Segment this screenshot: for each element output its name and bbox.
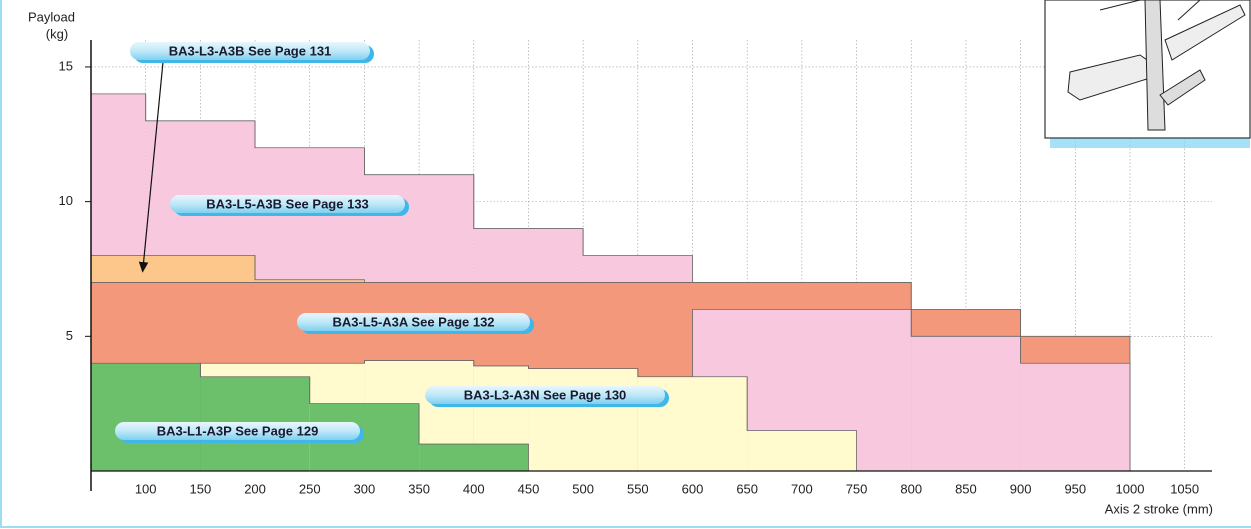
callout-text: BA3-L5-A3B See Page 133 <box>206 196 369 211</box>
x-tick-label: 950 <box>1064 481 1086 496</box>
step-segment <box>419 444 529 471</box>
callout-arrow <box>138 61 164 273</box>
callout-text: BA3-L5-A3A See Page 132 <box>332 314 494 329</box>
callout-box <box>297 313 530 331</box>
step-edge <box>1020 336 1131 471</box>
x-tick-label: 100 <box>135 481 157 496</box>
y-axis-label: Payload <box>28 9 75 24</box>
plot-area: 100 150 200 250 300 350 400 450 500 550 600 650 700 7… <box>59 40 1212 496</box>
x-tick-label: 650 <box>736 481 758 496</box>
x-tick-label: 1000 <box>1116 481 1145 496</box>
product-image <box>1044 0 1251 148</box>
x-tick-label: 600 <box>682 481 704 496</box>
step-edge <box>746 376 857 471</box>
x-tick-label: 700 <box>791 481 813 496</box>
y-tick-label: 5 <box>66 328 73 343</box>
x-tick-label: 400 <box>463 481 485 496</box>
callout-label: BA3-L5-A3A See Page 132 <box>297 313 534 334</box>
callout-box <box>170 195 405 213</box>
callout-box <box>115 422 360 440</box>
step-segment <box>1020 363 1130 471</box>
step-segment <box>528 368 638 471</box>
callout-label: BA3-L3-A3B See Page 131 <box>130 42 374 63</box>
y-tick-label: 10 <box>59 193 73 208</box>
x-tick-label: 900 <box>1010 481 1032 496</box>
step-segment <box>91 363 201 471</box>
x-tick-label: 300 <box>354 481 376 496</box>
x-tick-label: 1050 <box>1170 481 1199 496</box>
x-tick-label: 450 <box>518 481 540 496</box>
x-tick-label: 150 <box>190 481 212 496</box>
step-segment <box>747 430 857 471</box>
x-tick-label: 750 <box>846 481 868 496</box>
x-tick-label: 250 <box>299 481 321 496</box>
x-tick-label: 800 <box>900 481 922 496</box>
step-segment <box>911 336 1021 471</box>
x-tick-label: 550 <box>627 481 649 496</box>
callout-text: BA3-L1-A3P See Page 129 <box>157 423 319 438</box>
x-tick-label: 500 <box>572 481 594 496</box>
callout-label: BA3-L3-A3N See Page 130 <box>425 386 669 407</box>
callout-box <box>425 386 665 404</box>
y-tick-label: 15 <box>59 58 73 73</box>
callout-label: BA3-L1-A3P See Page 129 <box>115 422 364 443</box>
callout-box <box>130 42 370 60</box>
x-tick-label: 850 <box>955 481 977 496</box>
step-edge <box>418 403 529 471</box>
callout-label: BA3-L5-A3B See Page 133 <box>170 195 409 216</box>
x-axis-label: Axis 2 stroke (mm) <box>1105 501 1213 516</box>
x-tick-label: 350 <box>408 481 430 496</box>
y-axis-label: (kg) <box>46 26 68 41</box>
callout-text: BA3-L3-A3N See Page 130 <box>464 387 627 402</box>
x-tick-label: 200 <box>244 481 266 496</box>
callout-text: BA3-L3-A3B See Page 131 <box>169 43 332 58</box>
